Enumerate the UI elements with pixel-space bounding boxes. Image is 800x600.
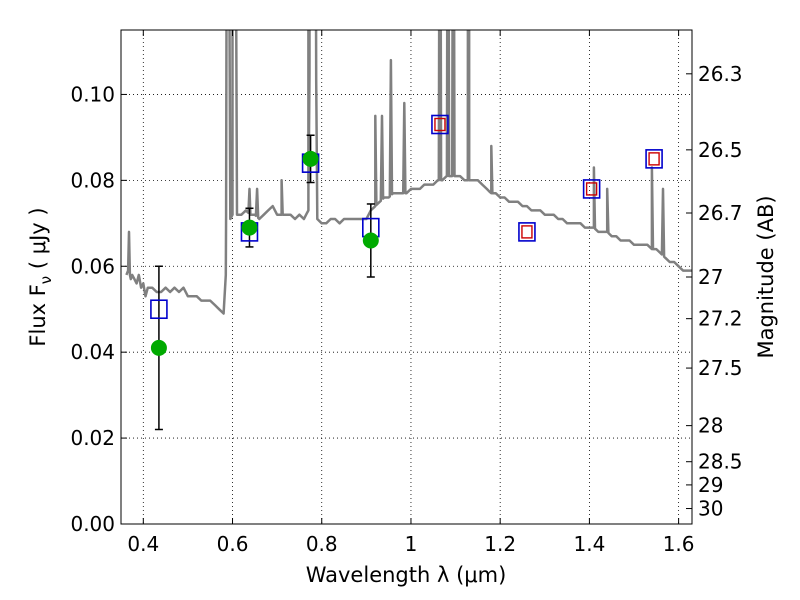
y2-tick-label: 27.2: [698, 307, 743, 331]
y2-tick-label: 28.5: [698, 450, 743, 474]
photometry-square-inner: [434, 117, 446, 132]
data-layer: [125, 30, 692, 431]
observed-point: [302, 150, 319, 167]
photometry-square: [150, 299, 168, 320]
y-axis-label-unit: ( μJy ): [26, 207, 50, 275]
y2-tick-label: 26.7: [698, 201, 743, 225]
photometry-square: [518, 222, 536, 242]
y-axis-label-main: Flux F: [26, 284, 50, 346]
x-tick-label: 1.2: [484, 532, 516, 556]
y2-tick-label: 28: [698, 414, 723, 438]
x-tick-label: 0.8: [306, 532, 338, 556]
photometry-square: [582, 179, 601, 199]
y2-axis-label: Magnitude (AB): [754, 195, 778, 358]
x-tick-label: 1: [405, 532, 418, 556]
photometry-square: [431, 114, 449, 135]
observed-point: [241, 219, 258, 236]
y2-tick-label: 26.3: [698, 62, 743, 86]
y2-tick-label: 26.5: [698, 138, 743, 162]
y2-tick-label: 29: [698, 473, 723, 497]
observed-point: [150, 339, 167, 356]
x-axis-label: Wavelength λ (μm): [306, 563, 507, 587]
photometry-square: [645, 149, 663, 169]
y-axis-label: Flux Fν ( μJy ): [26, 207, 55, 346]
y-axis-label-sub: ν: [37, 276, 55, 284]
y2-tick-label: 27: [698, 265, 723, 289]
photometry-square-inner: [521, 225, 533, 239]
plot-background: [121, 30, 692, 524]
y2-tick-label: 27.5: [698, 356, 743, 380]
y-tick-label: 0.10: [70, 82, 115, 106]
observed-point: [362, 232, 379, 249]
x-tick-label: 1.4: [573, 532, 605, 556]
photometry-square-inner: [585, 182, 598, 196]
x-tick-label: 0.6: [217, 532, 249, 556]
ticks: 0.4 0.6 0.8 1 1.2 1.4 1.6 0.00 0.02 0.04 0.06 0.08 0…: [70, 30, 743, 556]
y-tick-label: 0.06: [70, 254, 115, 278]
y-tick-label: 0.00: [70, 512, 115, 536]
y-tick-label: 0.04: [70, 340, 115, 364]
x-tick-label: 1.6: [663, 532, 695, 556]
model-spectrum-line: [125, 30, 692, 315]
y2-tick-label: 30: [698, 497, 723, 521]
photometry-square-inner: [648, 152, 660, 166]
y-tick-label: 0.02: [70, 426, 115, 450]
y-tick-label: 0.08: [70, 168, 115, 192]
x-tick-label: 0.4: [127, 532, 159, 556]
